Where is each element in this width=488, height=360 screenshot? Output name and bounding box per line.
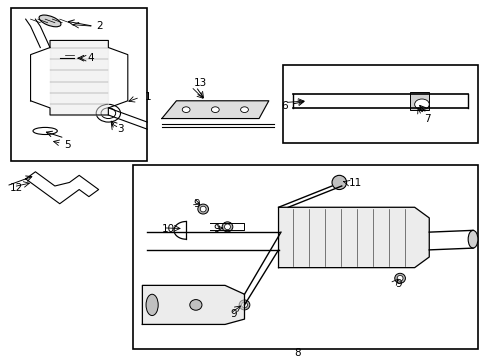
Circle shape — [211, 107, 219, 113]
Text: 7: 7 — [424, 113, 430, 123]
Text: 12: 12 — [10, 183, 23, 193]
Bar — [409, 92, 428, 110]
Ellipse shape — [33, 127, 57, 135]
Polygon shape — [142, 285, 244, 324]
Ellipse shape — [189, 300, 202, 310]
Ellipse shape — [146, 294, 158, 316]
Text: 4: 4 — [88, 53, 94, 63]
Bar — [11, 9, 147, 161]
Ellipse shape — [222, 222, 232, 232]
Text: 2: 2 — [96, 21, 102, 31]
Ellipse shape — [467, 230, 477, 248]
Ellipse shape — [394, 273, 405, 283]
Text: 11: 11 — [348, 178, 362, 188]
Text: 5: 5 — [64, 140, 71, 150]
Ellipse shape — [396, 275, 402, 281]
Circle shape — [96, 104, 120, 122]
Text: 9: 9 — [212, 224, 219, 234]
Ellipse shape — [241, 302, 247, 308]
Ellipse shape — [224, 224, 230, 230]
Text: 9: 9 — [394, 279, 401, 289]
Text: 13: 13 — [193, 78, 206, 88]
Text: 9: 9 — [229, 310, 236, 319]
Text: 8: 8 — [293, 348, 300, 358]
Ellipse shape — [331, 175, 346, 189]
Ellipse shape — [39, 15, 61, 27]
Text: 10: 10 — [162, 224, 175, 234]
Circle shape — [101, 108, 116, 118]
Ellipse shape — [198, 204, 208, 214]
Bar — [283, 65, 477, 143]
Polygon shape — [278, 207, 428, 267]
Text: 6: 6 — [281, 101, 287, 111]
Ellipse shape — [239, 300, 249, 310]
Polygon shape — [162, 101, 268, 118]
Circle shape — [182, 107, 190, 113]
Bar — [132, 165, 477, 349]
Text: 3: 3 — [117, 124, 123, 134]
Ellipse shape — [200, 206, 205, 212]
Circle shape — [414, 99, 428, 110]
Circle shape — [240, 107, 248, 113]
Text: 1: 1 — [144, 92, 151, 102]
Text: 9: 9 — [193, 199, 200, 209]
